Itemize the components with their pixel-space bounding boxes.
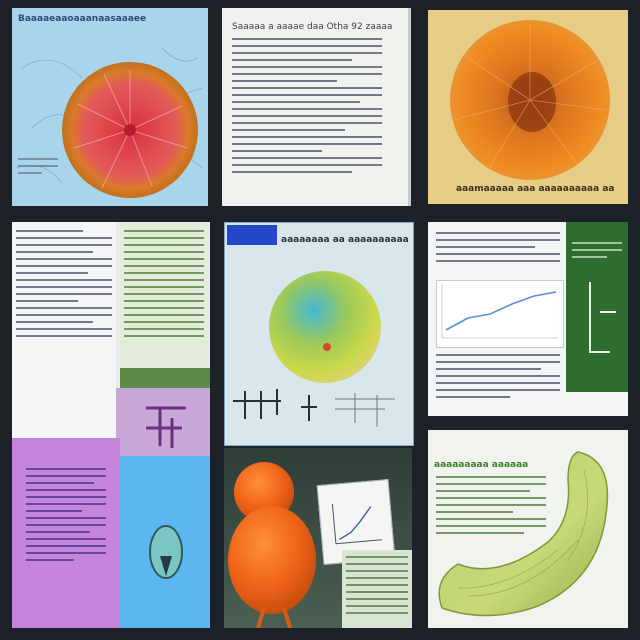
chart-page[interactable]: [428, 222, 628, 416]
collage-page[interactable]: [12, 222, 210, 628]
specimen-illustration: [225, 223, 413, 445]
green-sphere-page[interactable]: aaaaaaaa aa aaaaaaaaaaa: [224, 222, 414, 446]
specimen-illustration: [428, 10, 628, 204]
red-sphere-page[interactable]: Baaaaeaaoaaanaasaaaee: [12, 8, 208, 206]
organ-illustration: [428, 430, 628, 628]
text-page[interactable]: Saaaaa a aaaae daa Otha 92 zaaaa: [222, 8, 411, 206]
text-line: Saaaaa a aaaae daa Otha 92 zaaaa: [232, 22, 392, 32]
green-organ-page[interactable]: aaaaaaaaa aaaaaa: [428, 430, 628, 628]
caption: aaamaaaaa aaa aaaaaaaaaa aa: [456, 184, 624, 194]
diagram-sketch: [566, 222, 628, 392]
diagram-sketch: [116, 388, 210, 456]
orange-specimen-page[interactable]: aaamaaaaa aaa aaaaaaaaaa aa: [428, 10, 628, 204]
specimen-illustration: [120, 456, 210, 628]
orange-figure-page[interactable]: [224, 448, 412, 628]
